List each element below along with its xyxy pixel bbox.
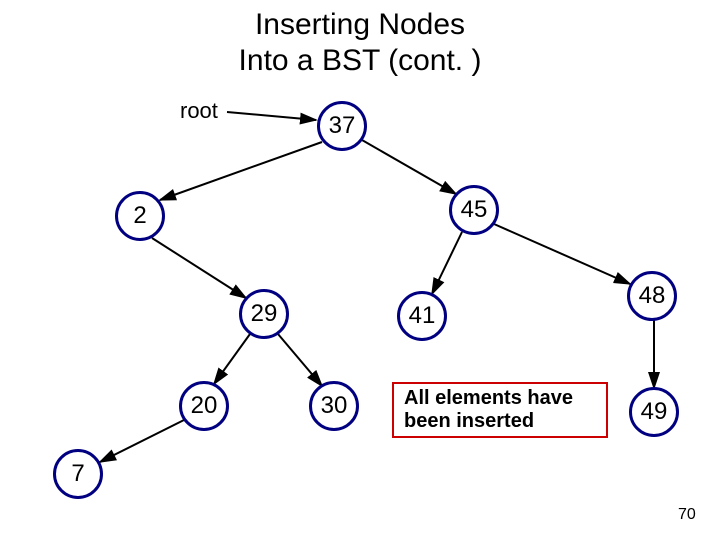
node-30-value: 30 <box>321 392 348 420</box>
node-29: 29 <box>239 289 289 339</box>
callout-line-2: been inserted <box>404 410 573 433</box>
node-45-value: 45 <box>461 196 488 224</box>
node-37: 37 <box>317 101 367 151</box>
node-41-value: 41 <box>409 302 436 330</box>
page-number: 70 <box>678 506 696 524</box>
tree-edges <box>0 0 720 540</box>
node-48-value: 48 <box>639 282 666 310</box>
node-49: 49 <box>629 387 679 437</box>
node-48: 48 <box>627 271 677 321</box>
title-line-1: Inserting Nodes <box>0 8 720 42</box>
callout-line-1: All elements have <box>404 387 573 410</box>
node-7: 7 <box>53 449 103 499</box>
node-45: 45 <box>449 185 499 235</box>
callout-box: All elements have been inserted <box>392 382 608 438</box>
title-line-2: Into a BST (cont. ) <box>0 44 720 78</box>
node-29-value: 29 <box>251 300 278 328</box>
node-41: 41 <box>397 291 447 341</box>
root-label: root <box>180 98 218 124</box>
node-49-value: 49 <box>641 398 668 426</box>
node-20-value: 20 <box>191 392 218 420</box>
node-2-value: 2 <box>133 202 146 230</box>
node-2: 2 <box>115 191 165 241</box>
node-7-value: 7 <box>71 460 84 488</box>
node-30: 30 <box>309 381 359 431</box>
node-20: 20 <box>179 381 229 431</box>
node-37-value: 37 <box>329 112 356 140</box>
